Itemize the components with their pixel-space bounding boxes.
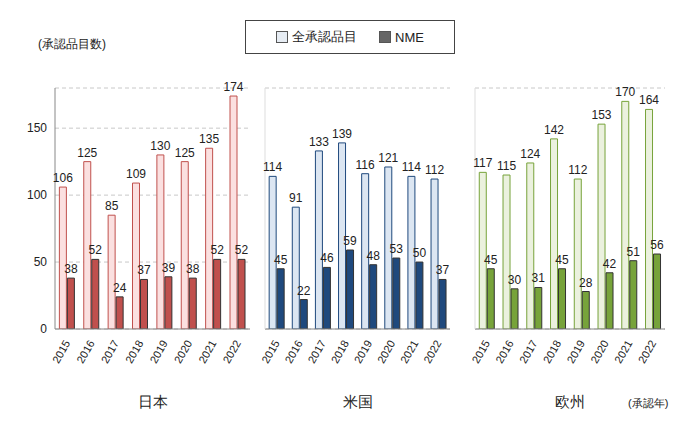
svg-text:52: 52 — [210, 243, 224, 257]
html-text:(承認品目数): (承認品目数) — [38, 37, 106, 51]
svg-text:115: 115 — [497, 159, 516, 173]
svg-text:2015: 2015 — [259, 338, 282, 365]
svg-text:117: 117 — [473, 156, 492, 170]
svg-text:50: 50 — [34, 255, 48, 269]
svg-text:125: 125 — [77, 146, 97, 160]
svg-text:2021: 2021 — [196, 338, 219, 365]
svg-text:31: 31 — [532, 271, 546, 285]
svg-text:52: 52 — [89, 243, 103, 257]
svg-text:2015: 2015 — [469, 338, 492, 365]
svg-text:121: 121 — [378, 151, 398, 165]
svg-text:39: 39 — [162, 261, 176, 275]
svg-text:2019: 2019 — [147, 338, 170, 365]
svg-text:2022: 2022 — [421, 338, 444, 365]
svg-text:24: 24 — [113, 281, 127, 295]
svg-text:2020: 2020 — [375, 338, 398, 365]
svg-text:52: 52 — [235, 243, 249, 257]
svg-text:2018: 2018 — [541, 338, 564, 365]
svg-text:109: 109 — [126, 167, 146, 181]
svg-text:125: 125 — [175, 146, 195, 160]
svg-text:2021: 2021 — [612, 338, 635, 365]
svg-text:153: 153 — [592, 108, 612, 122]
svg-text:2022: 2022 — [220, 338, 243, 365]
svg-text:133: 133 — [309, 135, 329, 149]
svg-text:2015: 2015 — [50, 338, 73, 365]
svg-text:2017: 2017 — [517, 338, 540, 365]
svg-text:59: 59 — [343, 234, 357, 248]
svg-text:45: 45 — [484, 253, 498, 267]
svg-text:38: 38 — [64, 262, 78, 276]
svg-text:45: 45 — [555, 253, 569, 267]
svg-text:2020: 2020 — [588, 338, 611, 365]
svg-text:2017: 2017 — [98, 338, 121, 365]
svg-text:135: 135 — [199, 132, 219, 146]
svg-text:2019: 2019 — [564, 338, 587, 365]
svg-text:100: 100 — [27, 188, 47, 202]
svg-text:50: 50 — [413, 246, 427, 260]
svg-text:114: 114 — [263, 160, 282, 174]
svg-text:174: 174 — [223, 80, 243, 94]
svg-text:38: 38 — [186, 262, 200, 276]
html-text:(承認年): (承認年) — [628, 397, 669, 409]
svg-text:45: 45 — [274, 253, 288, 267]
svg-text:53: 53 — [390, 242, 404, 256]
svg-text:46: 46 — [320, 251, 334, 265]
svg-text:2016: 2016 — [282, 338, 305, 365]
svg-text:170: 170 — [615, 85, 635, 99]
svg-text:2019: 2019 — [352, 338, 375, 365]
html-text:NME: NME — [395, 29, 424, 45]
svg-text:139: 139 — [332, 127, 352, 141]
html-text:米国: 米国 — [342, 393, 373, 410]
svg-text:48: 48 — [366, 249, 380, 263]
svg-text:2016: 2016 — [493, 338, 516, 365]
svg-text:164: 164 — [639, 93, 659, 107]
svg-text:112: 112 — [568, 163, 587, 177]
svg-text:2022: 2022 — [636, 338, 659, 365]
svg-text:22: 22 — [297, 284, 311, 298]
html-text:日本: 日本 — [137, 393, 168, 410]
svg-text:2018: 2018 — [328, 338, 351, 365]
svg-text:42: 42 — [603, 257, 617, 271]
svg-text:130: 130 — [150, 139, 170, 153]
svg-text:142: 142 — [544, 123, 564, 137]
svg-text:124: 124 — [520, 147, 540, 161]
svg-text:2016: 2016 — [74, 338, 97, 365]
svg-text:2020: 2020 — [172, 338, 195, 365]
svg-text:0: 0 — [40, 322, 47, 336]
svg-text:116: 116 — [356, 158, 375, 172]
svg-text:2021: 2021 — [398, 338, 421, 365]
svg-text:37: 37 — [436, 263, 450, 277]
svg-text:56: 56 — [650, 238, 664, 252]
svg-text:37: 37 — [137, 263, 151, 277]
svg-text:91: 91 — [289, 191, 303, 205]
svg-text:112: 112 — [425, 163, 444, 177]
svg-text:30: 30 — [508, 273, 522, 287]
svg-text:28: 28 — [579, 276, 593, 290]
html-text:全承認品目: 全承認品目 — [292, 29, 357, 44]
svg-text:85: 85 — [105, 199, 119, 213]
svg-text:150: 150 — [27, 121, 47, 135]
html-text:欧州: 欧州 — [555, 393, 585, 410]
svg-text:2018: 2018 — [123, 338, 146, 365]
svg-text:106: 106 — [53, 171, 73, 185]
svg-text:51: 51 — [627, 245, 641, 259]
svg-text:2017: 2017 — [305, 338, 328, 365]
svg-text:114: 114 — [402, 160, 421, 174]
